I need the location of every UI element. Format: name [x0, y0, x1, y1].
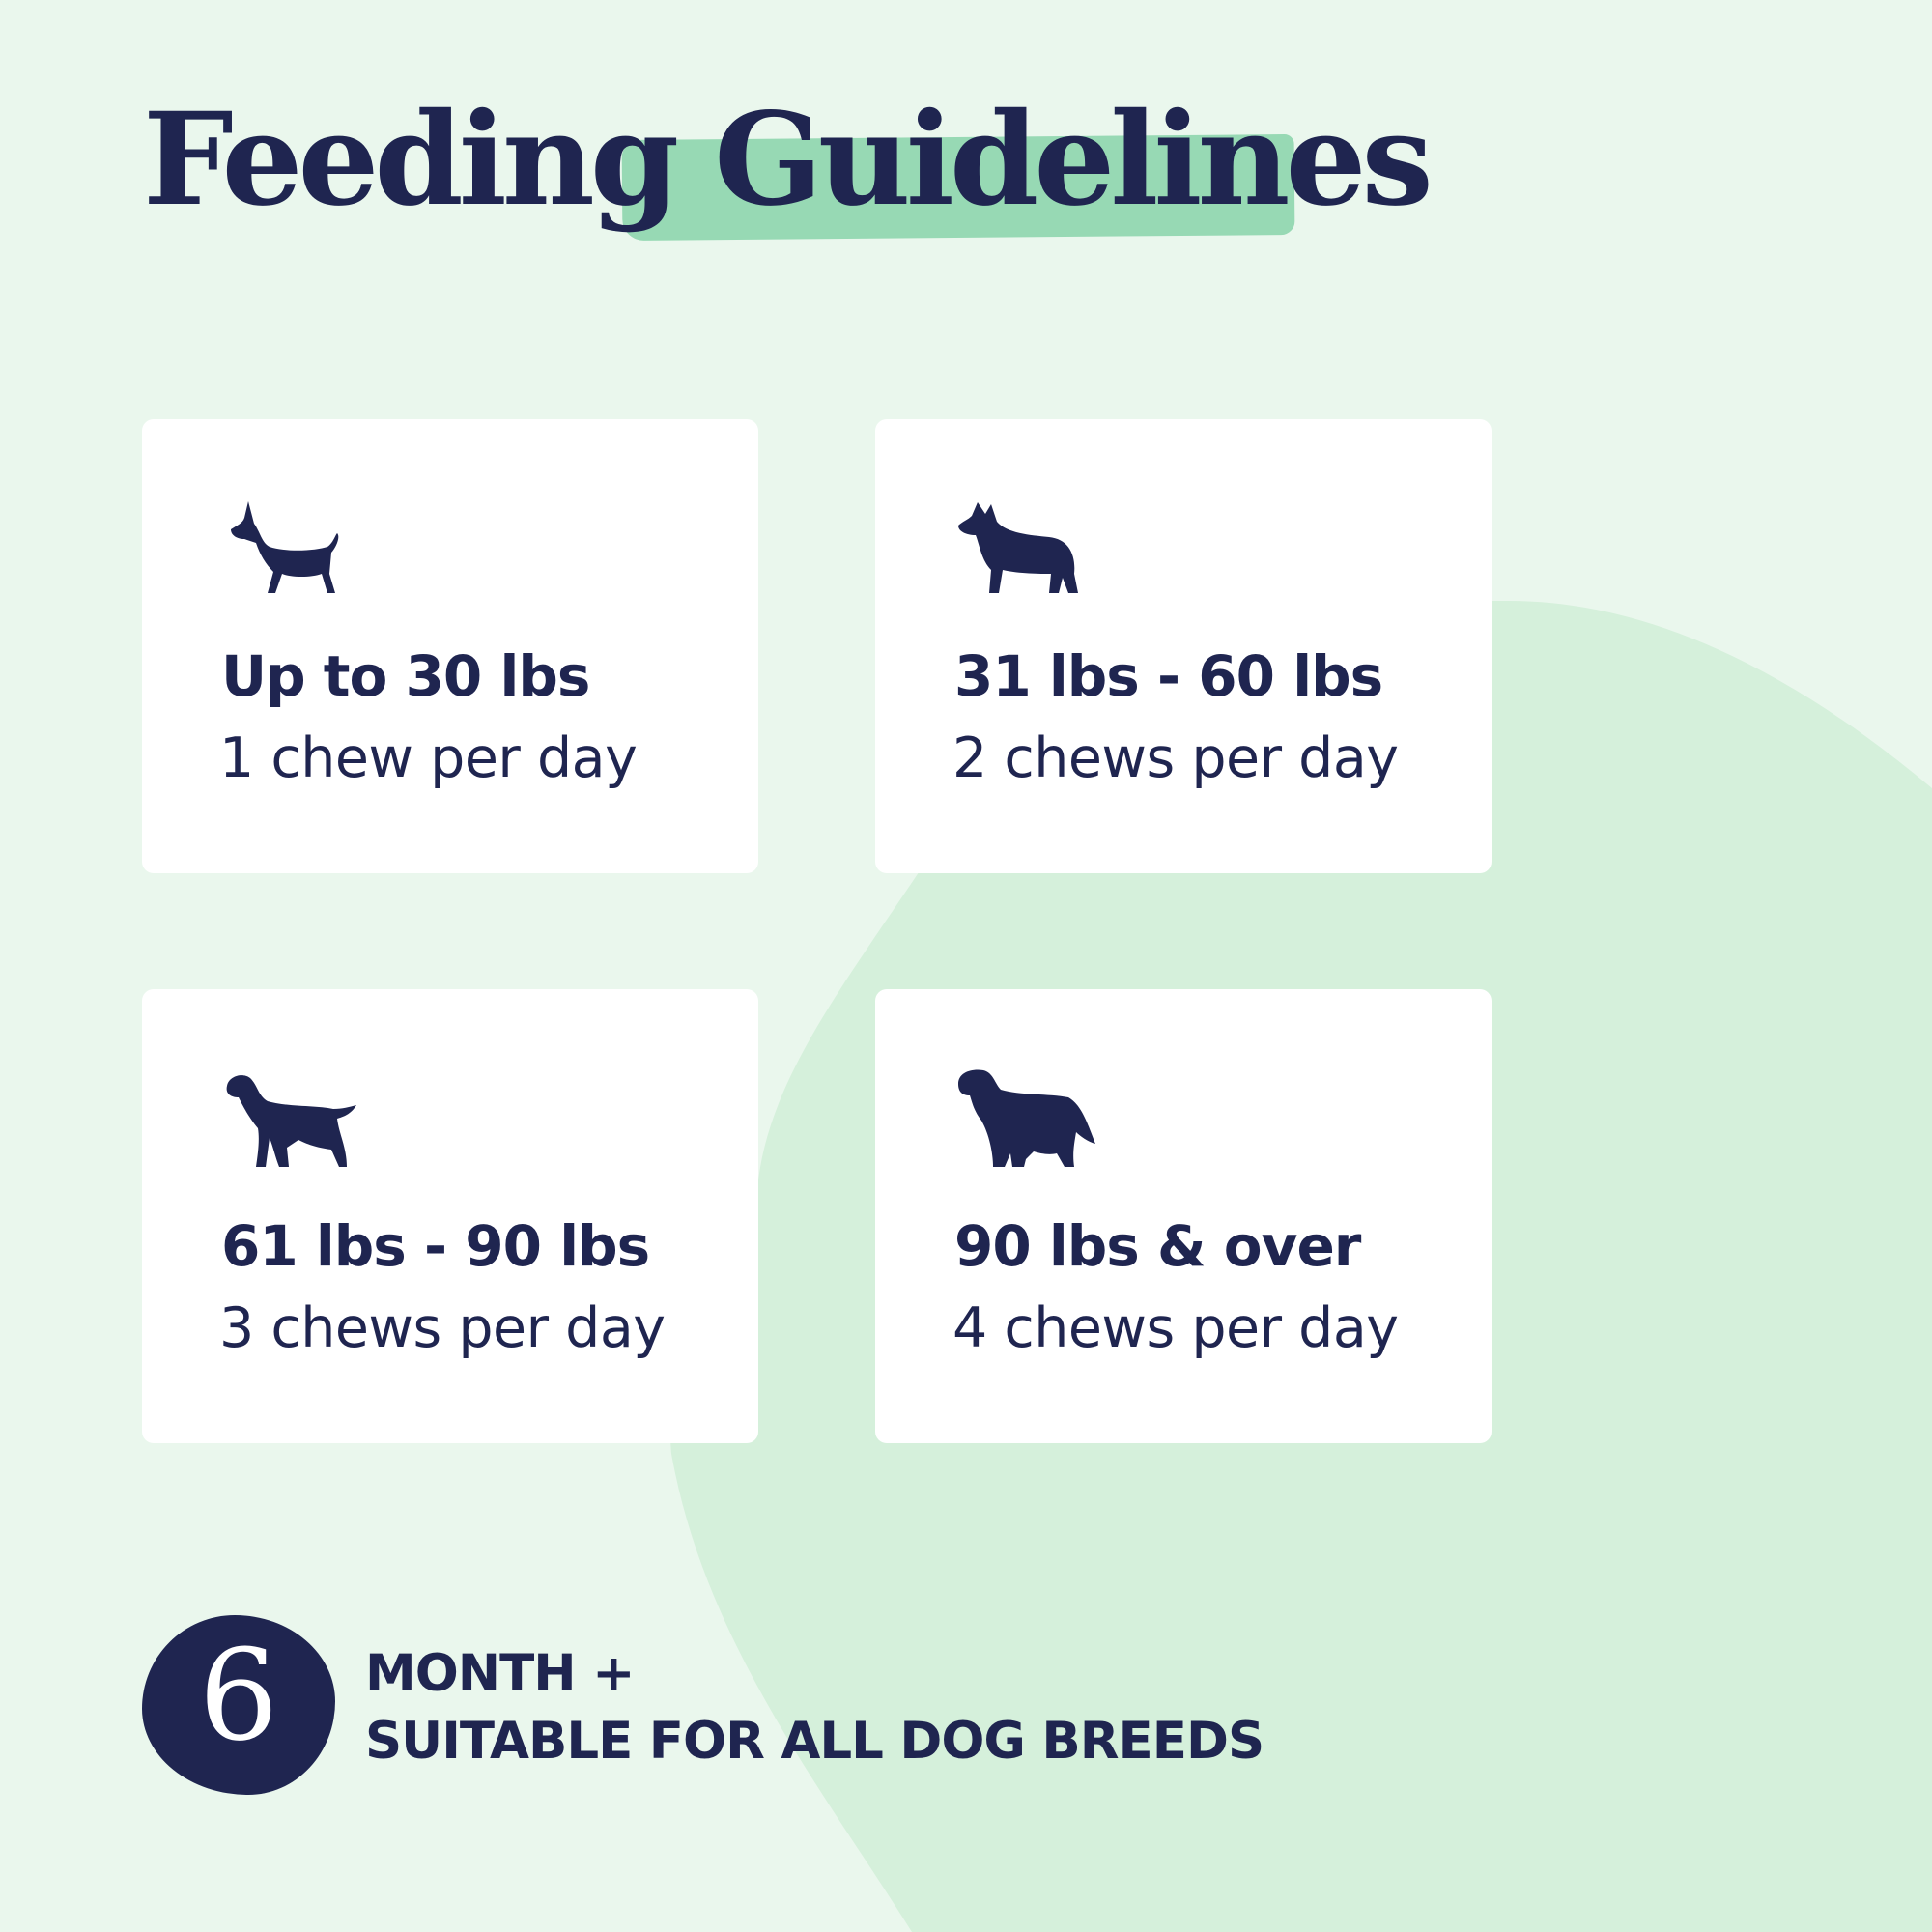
small-dog-icon	[231, 501, 339, 593]
large-dog-icon	[226, 1075, 356, 1167]
feeding-card-large: 61 lbs - 90 lbs 3 chews per day	[142, 989, 758, 1443]
breeds-label: SUITABLE FOR ALL DOG BREEDS	[365, 1712, 1264, 1771]
feeding-card-giant: 90 lbs & over 4 chews per day	[875, 989, 1492, 1443]
giant-dog-icon	[958, 1069, 1095, 1167]
weight-range: 90 lbs & over	[954, 1213, 1361, 1279]
title-part1: Feeding	[143, 85, 679, 235]
dose: 2 chews per day	[952, 726, 1399, 790]
feeding-card-small: Up to 30 lbs 1 chew per day	[142, 419, 758, 873]
weight-range: Up to 30 lbs	[221, 643, 590, 709]
medium-dog-icon	[958, 502, 1078, 593]
age-badge-number: 6	[198, 1622, 279, 1769]
title-part2: Guidelines	[714, 85, 1434, 235]
page-title: Feeding Guidelines	[143, 97, 1434, 224]
feeding-card-medium: 31 lbs - 60 lbs 2 chews per day	[875, 419, 1492, 873]
age-badge: 6	[142, 1615, 335, 1795]
weight-range: 61 lbs - 90 lbs	[221, 1213, 650, 1279]
dose: 3 chews per day	[219, 1296, 666, 1360]
age-label: MONTH +	[365, 1644, 636, 1703]
weight-range: 31 lbs - 60 lbs	[954, 643, 1383, 709]
dose: 1 chew per day	[219, 726, 638, 790]
dose: 4 chews per day	[952, 1296, 1399, 1360]
